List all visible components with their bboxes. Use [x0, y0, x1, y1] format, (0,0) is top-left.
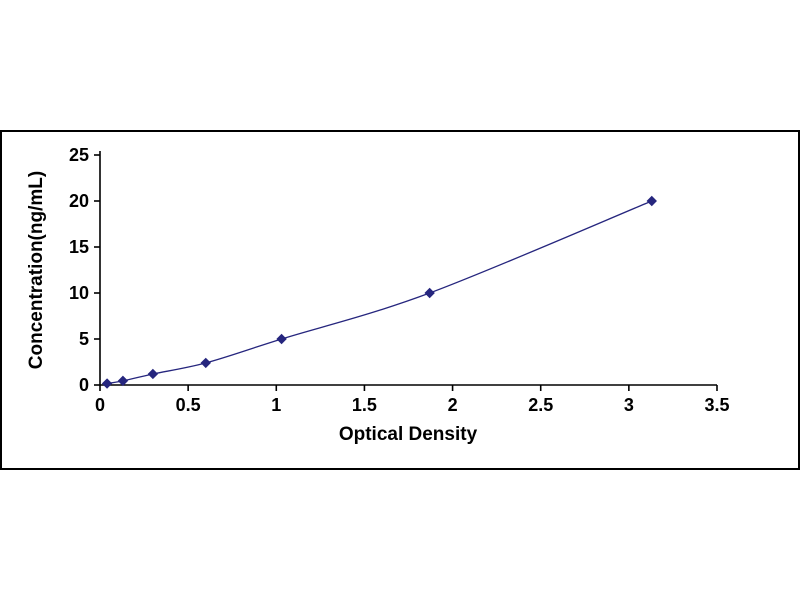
- standard-curve-marker: [117, 375, 129, 387]
- standard-curve-marker: [101, 378, 113, 389]
- y-tick-label: 20: [69, 191, 89, 211]
- standard-curve-line: [106, 200, 653, 385]
- x-tick-label: 0: [95, 395, 105, 415]
- y-tick-label: 15: [69, 237, 89, 257]
- y-tick-label: 25: [69, 145, 89, 165]
- y-tick-label: 0: [79, 375, 89, 395]
- x-tick-label: 0.5: [176, 395, 201, 415]
- axes: [99, 151, 717, 386]
- x-tick-label: 1: [271, 395, 281, 415]
- y-tick-label: 5: [79, 329, 89, 349]
- x-tick-label: 1.5: [352, 395, 377, 415]
- standard-curve-marker: [276, 333, 287, 345]
- axis-tick-labels: 0 0.5 1 1.5 2 2.5 3 3.5 0 5 10 15 20 25: [69, 145, 730, 415]
- x-tick-label: 2.5: [528, 395, 553, 415]
- standard-curve-marker: [646, 195, 657, 207]
- standard-curve-chart: 0 0.5 1 1.5 2 2.5 3 3.5 0 5 10 15 20 25 Optical Densi…: [26, 145, 730, 445]
- x-tick-label: 3.5: [704, 395, 729, 415]
- standard-curve-marker: [424, 287, 435, 299]
- x-tick-label: 2: [448, 395, 458, 415]
- y-axis-label: Concentration(ng/mL): [26, 171, 47, 369]
- axis-ticks: [94, 154, 718, 391]
- data-series: [101, 195, 657, 389]
- standard-curve-marker: [147, 368, 159, 380]
- y-tick-label: 10: [69, 283, 89, 303]
- x-axis-label: Optical Density: [339, 424, 478, 445]
- chart-frame: 0 0.5 1 1.5 2 2.5 3 3.5 0 5 10 15 20 25 Optical Densi…: [0, 130, 800, 470]
- x-tick-label: 3: [624, 395, 634, 415]
- standard-curve-marker: [200, 357, 211, 369]
